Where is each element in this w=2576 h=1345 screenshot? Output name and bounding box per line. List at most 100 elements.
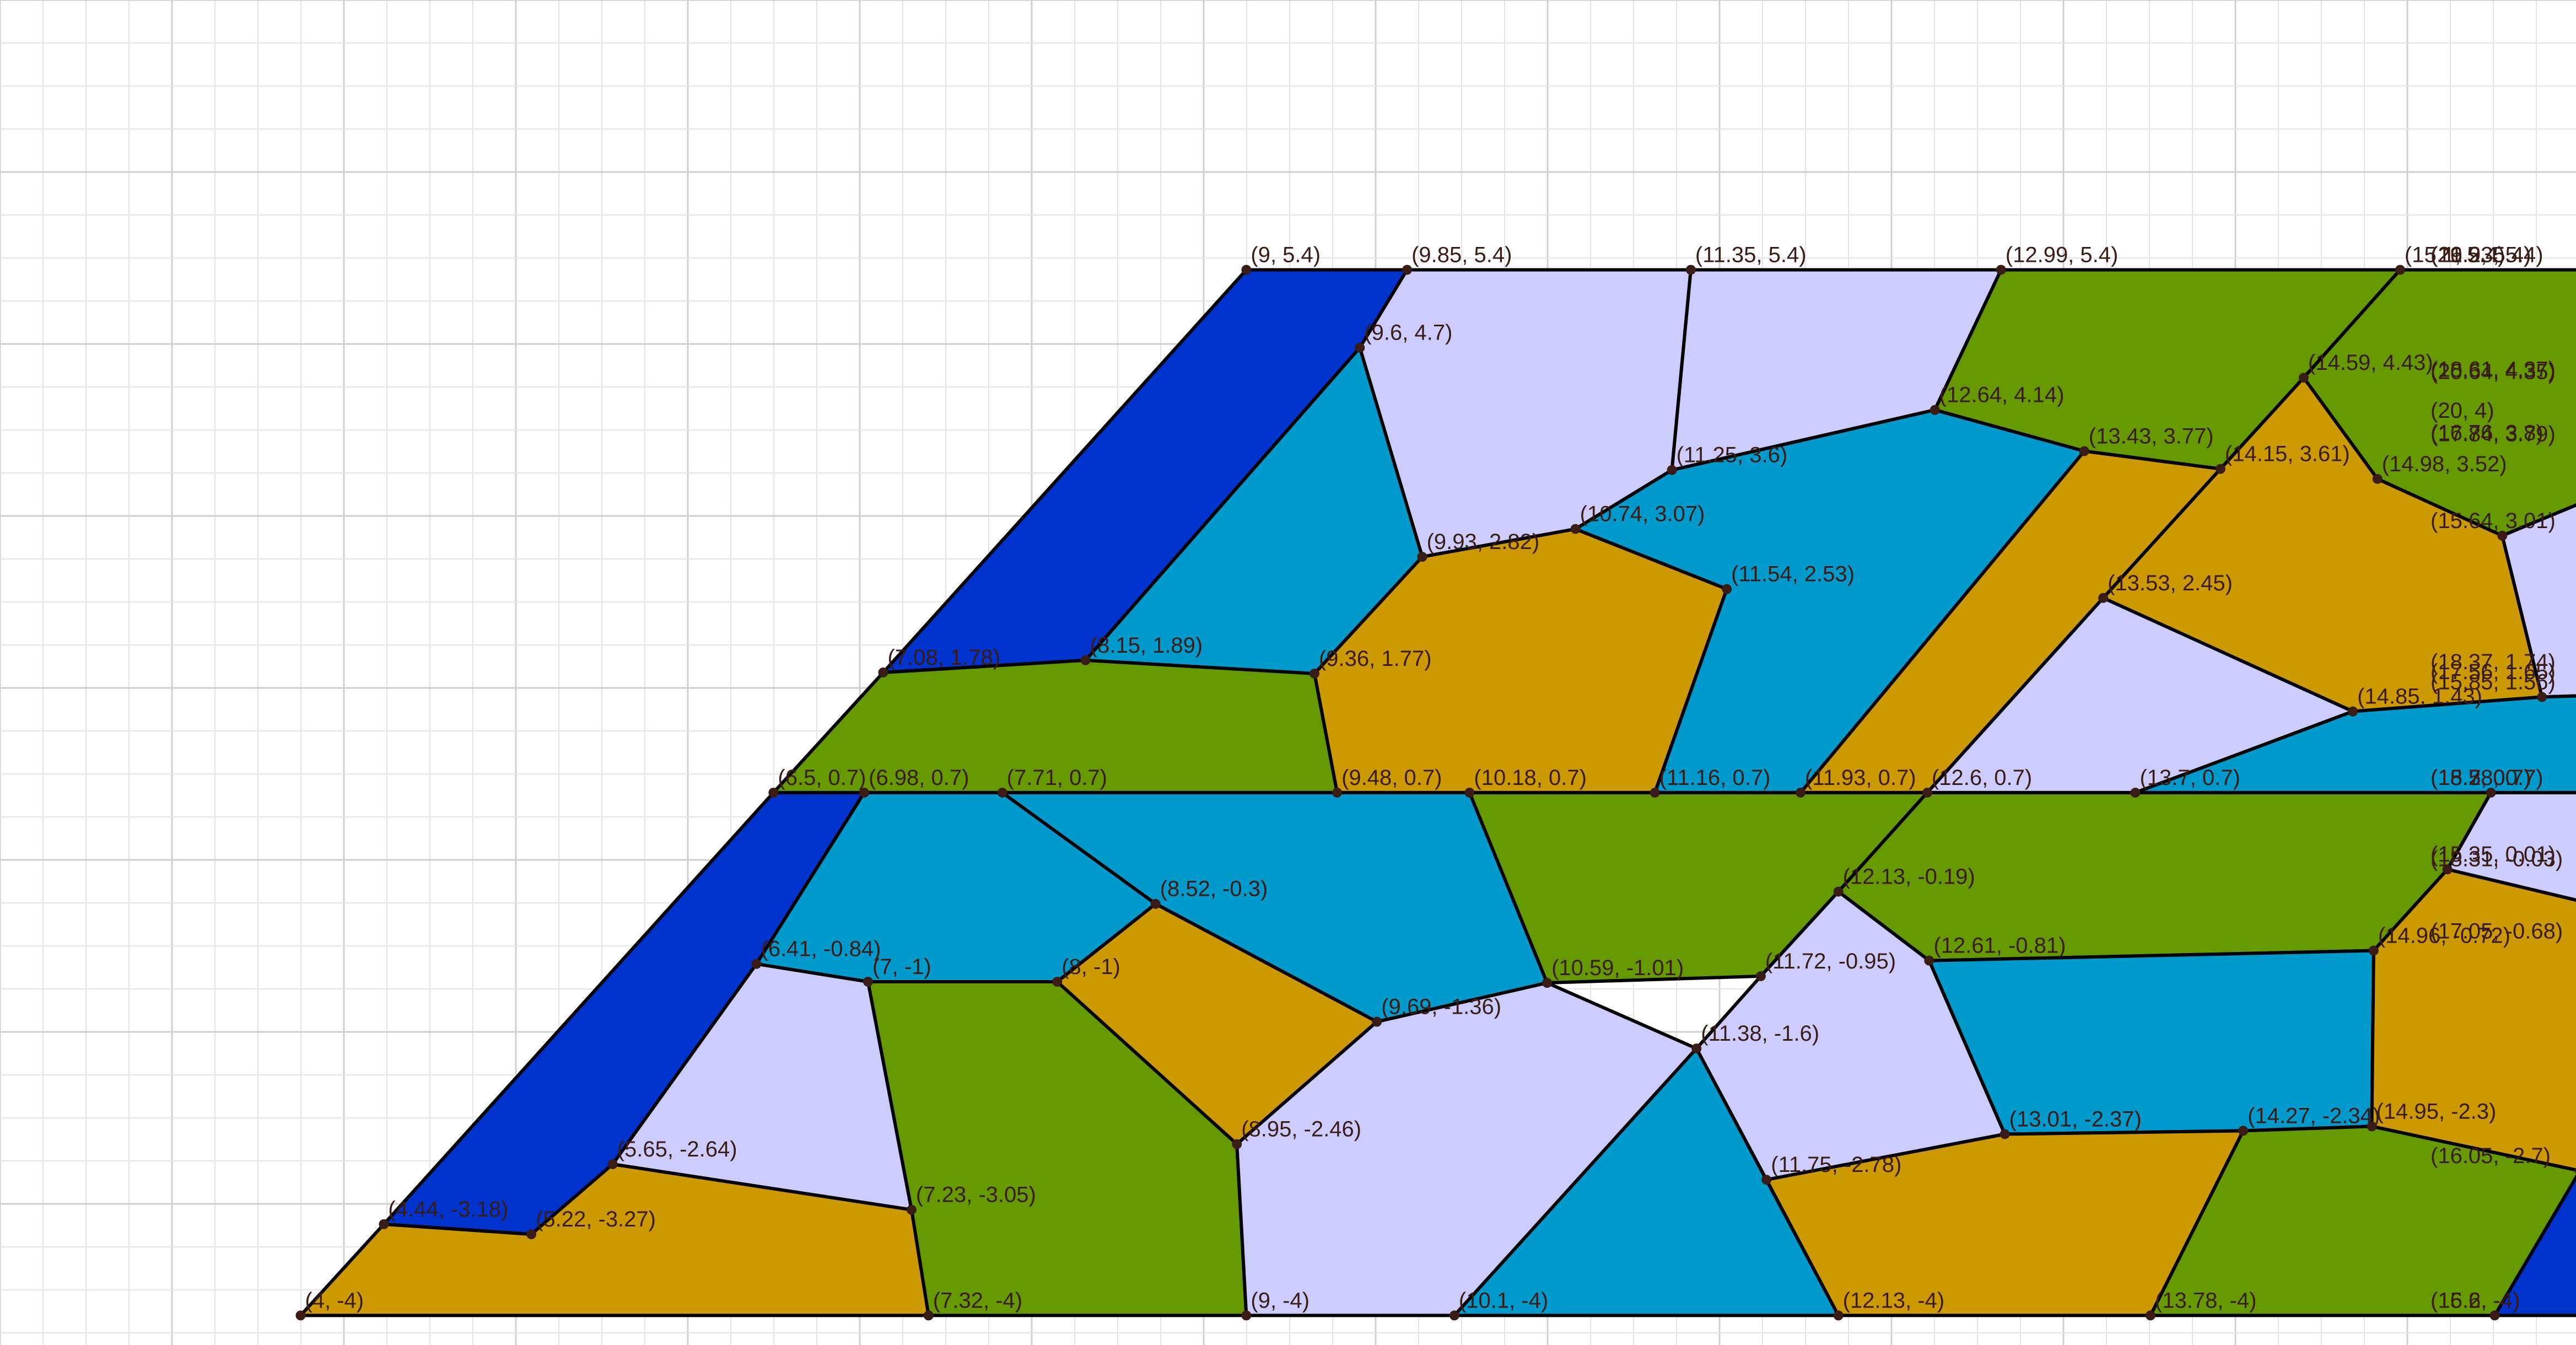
vertex-point <box>1309 669 1319 679</box>
vertex-point <box>2442 864 2453 875</box>
coordinate-label: (9.6, 4.7) <box>1364 321 1452 345</box>
coordinate-label: (9, 5.4) <box>1251 243 1321 267</box>
coordinate-label: (5.65, -2.64) <box>617 1137 737 1161</box>
vertex-point <box>1542 978 1553 988</box>
coordinate-label: (9.69, -1.36) <box>1381 995 1501 1019</box>
vertex-point <box>1052 977 1063 987</box>
vertex-point <box>2537 692 2547 702</box>
coordinate-label: (16.76, 3.8) <box>2431 421 2543 445</box>
coordinate-labels: (9, 5.4) (9.85, 5.4) (11.35, 5.4) (12.99, 5… <box>305 243 2563 1312</box>
vertex-point <box>526 1229 537 1240</box>
vertex-point <box>1761 1175 1772 1185</box>
coordinate-label: (8, -1) <box>1061 955 1120 979</box>
coordinate-label: (11.16, 0.7) <box>1659 766 1771 790</box>
vertex-point <box>1080 655 1091 665</box>
coordinate-label: (13.01, -2.37) <box>2009 1107 2142 1131</box>
coordinate-label: (14.15, 3.61) <box>2225 442 2350 466</box>
coordinate-label: (7.08, 1.78) <box>887 645 1000 670</box>
vertex-point <box>2298 373 2309 383</box>
coordinate-label: (15.58, 0.7) <box>2431 766 2543 790</box>
coordinate-label: (7.71, 0.7) <box>1007 766 1107 790</box>
vertex-point <box>2486 787 2496 798</box>
coordinate-label: (20.64, 4.35) <box>2431 359 2556 384</box>
coordinate-label: (11.72, -0.95) <box>1765 949 1896 973</box>
vertex-point <box>859 787 870 798</box>
coordinate-label: (7, -1) <box>872 955 931 979</box>
coordinate-label: (14.59, 4.43) <box>2308 351 2433 375</box>
coordinate-label: (15.85, 1.56) <box>2431 670 2556 694</box>
region-olive <box>2148 1125 2576 1317</box>
vertex-point <box>2079 446 2089 456</box>
vertex-point <box>1833 886 1844 897</box>
coordinate-label: (18.31, -0.03) <box>2431 847 2563 871</box>
coordinate-label: (12.13, -0.19) <box>1843 865 1975 889</box>
vertex-point <box>768 787 779 798</box>
vertex-point <box>1150 899 1161 909</box>
coordinate-label: (8.15, 1.89) <box>1090 633 1203 658</box>
coordinate-label: (17.56, 1.65) <box>2431 660 2556 684</box>
coordinate-label: (15.1, 5.4) <box>2405 243 2505 267</box>
vertex-point <box>2130 787 2141 798</box>
vertex-point <box>295 1310 306 1321</box>
vertex-point <box>2098 593 2109 603</box>
coordinate-label: (10.18, 0.7) <box>1474 766 1587 790</box>
coordinate-label: (16.05, -2.7) <box>2431 1144 2551 1168</box>
vertex-points <box>295 265 2576 1321</box>
coordinate-label: (18.37, 1.74) <box>2431 650 2556 674</box>
region-gold <box>2370 868 2576 1172</box>
coordinate-label: (9.48, 0.7) <box>1341 766 1442 790</box>
vertex-point <box>1667 465 1677 475</box>
region-lavender <box>2500 503 2576 699</box>
coordinate-label: (17.05, -0.68) <box>2431 919 2563 943</box>
vertex-point <box>2367 1121 2377 1132</box>
coordinate-label: (12.99, 5.4) <box>2006 243 2119 267</box>
vertex-point <box>1922 787 1932 798</box>
vertex-point <box>2372 474 2383 484</box>
coordinate-label: (9.93, 2.82) <box>1427 530 1540 554</box>
coordinate-label: (18.2, 0.7) <box>2431 766 2531 790</box>
coordinate-label: (11.35, 5.4) <box>1695 243 1807 267</box>
coordinate-label: (21.2, 5.4) <box>2431 243 2531 267</box>
coordinate-label: (11.75, -2.78) <box>1771 1153 1901 1177</box>
vertex-point <box>1332 787 1343 798</box>
coordinate-label: (12.13, -4) <box>1843 1288 1945 1312</box>
coordinate-label: (18.7, 0.7) <box>2431 766 2531 790</box>
coordinate-label: (15.35, 0.01) <box>2431 842 2556 867</box>
vertex-point <box>2497 530 2508 541</box>
vertex-point <box>1232 1139 1242 1149</box>
vertex-point <box>1449 1310 1459 1321</box>
vertex-point <box>2000 1129 2010 1139</box>
tiling-regions <box>299 268 2576 1317</box>
coordinate-label: (6.98, 0.7) <box>869 766 969 790</box>
coordinate-label: (4, -4) <box>305 1288 364 1312</box>
coordinate-label: (14.85, 1.43) <box>2357 685 2482 709</box>
vertex-point <box>1996 265 2006 275</box>
vertex-point <box>2145 1310 2155 1321</box>
coordinate-label: (20, 4) <box>2431 399 2494 423</box>
coordinate-label: (12.61, -0.81) <box>1933 934 2066 958</box>
vertex-point <box>1464 787 1475 798</box>
coordinate-label: (7.23, -3.05) <box>916 1183 1036 1207</box>
coordinate-label: (14.96, -0.72) <box>2378 923 2510 948</box>
vertex-point <box>863 977 873 987</box>
vertex-point <box>1755 971 1766 981</box>
vertex-point <box>1930 405 1940 415</box>
vertex-point <box>751 959 762 969</box>
coordinate-label: (15.64, 3.01) <box>2431 509 2556 533</box>
vertex-point <box>878 667 888 677</box>
coordinate-label: (18.61, 4.37) <box>2431 357 2556 381</box>
coordinate-label: (11.25, 3.6) <box>1677 443 1788 467</box>
coordinate-label: (11.38, -1.6) <box>1701 1021 1819 1046</box>
vertex-point <box>923 1310 934 1321</box>
coordinate-label: (19.2, 5.4) <box>2431 243 2531 267</box>
coordinate-label: (12.64, 4.14) <box>1939 383 2065 407</box>
coordinate-label: (13.43, 3.77) <box>2089 424 2214 448</box>
vertex-point <box>2574 1168 2576 1174</box>
vertex-point <box>1417 552 1427 562</box>
coordinate-label: (8.95, -2.46) <box>1241 1117 1361 1142</box>
coordinate-label: (10.1, -4) <box>1459 1288 1548 1312</box>
coordinate-label: (14.95, -2.3) <box>2376 1099 2496 1123</box>
vertex-point <box>1924 955 1934 966</box>
coordinate-label: (4.44, -3.18) <box>388 1197 508 1222</box>
